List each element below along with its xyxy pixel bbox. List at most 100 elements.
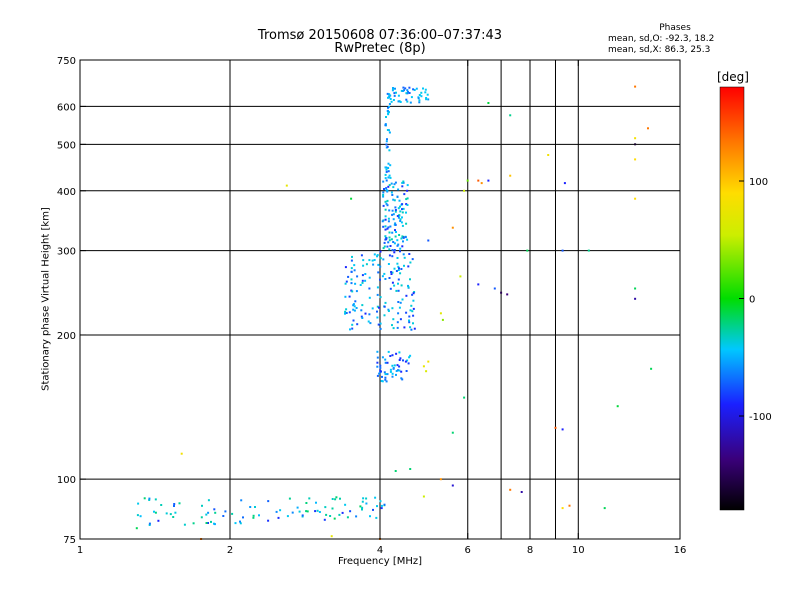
echo-point [397, 312, 400, 315]
echo-point [368, 259, 371, 262]
echo-point [401, 224, 404, 227]
echo-point [240, 499, 243, 502]
echo-point [401, 203, 404, 206]
echo-point [349, 510, 352, 513]
echo-point [388, 129, 390, 132]
echo-point [398, 199, 401, 202]
echo-point [382, 180, 385, 183]
echo-point [382, 191, 385, 194]
echo-point [387, 112, 390, 115]
echo-point [361, 508, 363, 511]
echo-point [383, 245, 386, 248]
echo-point [388, 209, 391, 212]
echo-point [403, 264, 405, 267]
echo-point [395, 289, 398, 292]
echo-point [451, 431, 454, 434]
echo-point [388, 93, 391, 96]
echo-point [413, 291, 416, 293]
echo-point [205, 522, 208, 524]
echo-point [288, 497, 291, 500]
echo-point [384, 123, 387, 126]
echo-point [388, 103, 391, 105]
echo-point [487, 179, 490, 182]
echo-point [361, 506, 364, 509]
echo-point [404, 236, 407, 239]
echo-point [427, 360, 430, 363]
echo-point [406, 100, 409, 103]
echo-point [301, 515, 304, 518]
echo-point [362, 264, 365, 267]
echo-point [382, 247, 385, 250]
echo-point [463, 189, 466, 192]
echo-point [424, 91, 427, 94]
echo-point [386, 92, 389, 95]
echo-point [392, 99, 395, 101]
echo-point [387, 241, 390, 244]
echo-point [389, 287, 392, 290]
echo-point [324, 506, 327, 509]
echo-point [401, 378, 404, 381]
echo-point [305, 510, 308, 513]
echo-point [348, 311, 351, 314]
echo-point [396, 364, 399, 367]
echo-point [634, 297, 637, 300]
echo-point [396, 244, 399, 247]
echo-point [392, 218, 395, 221]
echo-point [395, 370, 398, 372]
echo-point [408, 315, 411, 318]
echo-point [408, 253, 411, 255]
echo-point [393, 284, 396, 287]
echo-point [148, 497, 151, 500]
echo-point [296, 506, 299, 509]
echo-point [239, 520, 241, 523]
echo-point [365, 263, 368, 266]
echo-point [389, 355, 392, 357]
echo-point [386, 138, 388, 141]
echo-point [400, 89, 403, 92]
echo-point [404, 87, 407, 90]
echo-point [418, 94, 421, 96]
phase-stats-o: mean, sd,O: -92.3, 18.2 [608, 34, 715, 44]
echo-point [267, 500, 270, 503]
echo-point [439, 312, 442, 315]
echo-point [369, 515, 371, 518]
echo-point [361, 281, 364, 284]
echo-point [252, 516, 255, 519]
echo-point [180, 452, 183, 455]
echo-point [402, 240, 404, 243]
echo-point [385, 237, 388, 240]
echo-point [389, 370, 392, 373]
echo-point [135, 527, 138, 530]
echo-point [426, 93, 429, 96]
echo-point [390, 238, 393, 241]
colorbar-unit-label: [deg] [717, 70, 749, 84]
echo-point [397, 94, 400, 97]
echo-point [391, 209, 394, 212]
echo-point [466, 179, 469, 182]
echo-point [568, 504, 571, 507]
echo-point [418, 101, 421, 104]
echo-point [210, 520, 212, 523]
echo-point [341, 511, 344, 514]
echo-point [650, 367, 653, 370]
echo-point [405, 211, 407, 214]
echo-point [390, 100, 393, 103]
echo-point [279, 509, 282, 512]
echo-point [398, 214, 401, 217]
echo-point [384, 373, 387, 376]
echo-point [399, 220, 402, 222]
echo-point [361, 500, 364, 503]
echo-point [392, 367, 395, 369]
echo-point [634, 143, 637, 146]
echo-point [318, 511, 321, 513]
echo-point [314, 510, 317, 513]
echo-point [401, 245, 404, 248]
echo-point [398, 365, 401, 368]
echo-point [350, 282, 353, 285]
echo-point [379, 257, 382, 260]
echo-point [389, 98, 392, 100]
echo-point [388, 184, 391, 187]
y-axis-label: Stationary phase Virtual Height [km] [40, 207, 52, 391]
echo-point [348, 295, 351, 298]
echo-point [554, 426, 557, 429]
